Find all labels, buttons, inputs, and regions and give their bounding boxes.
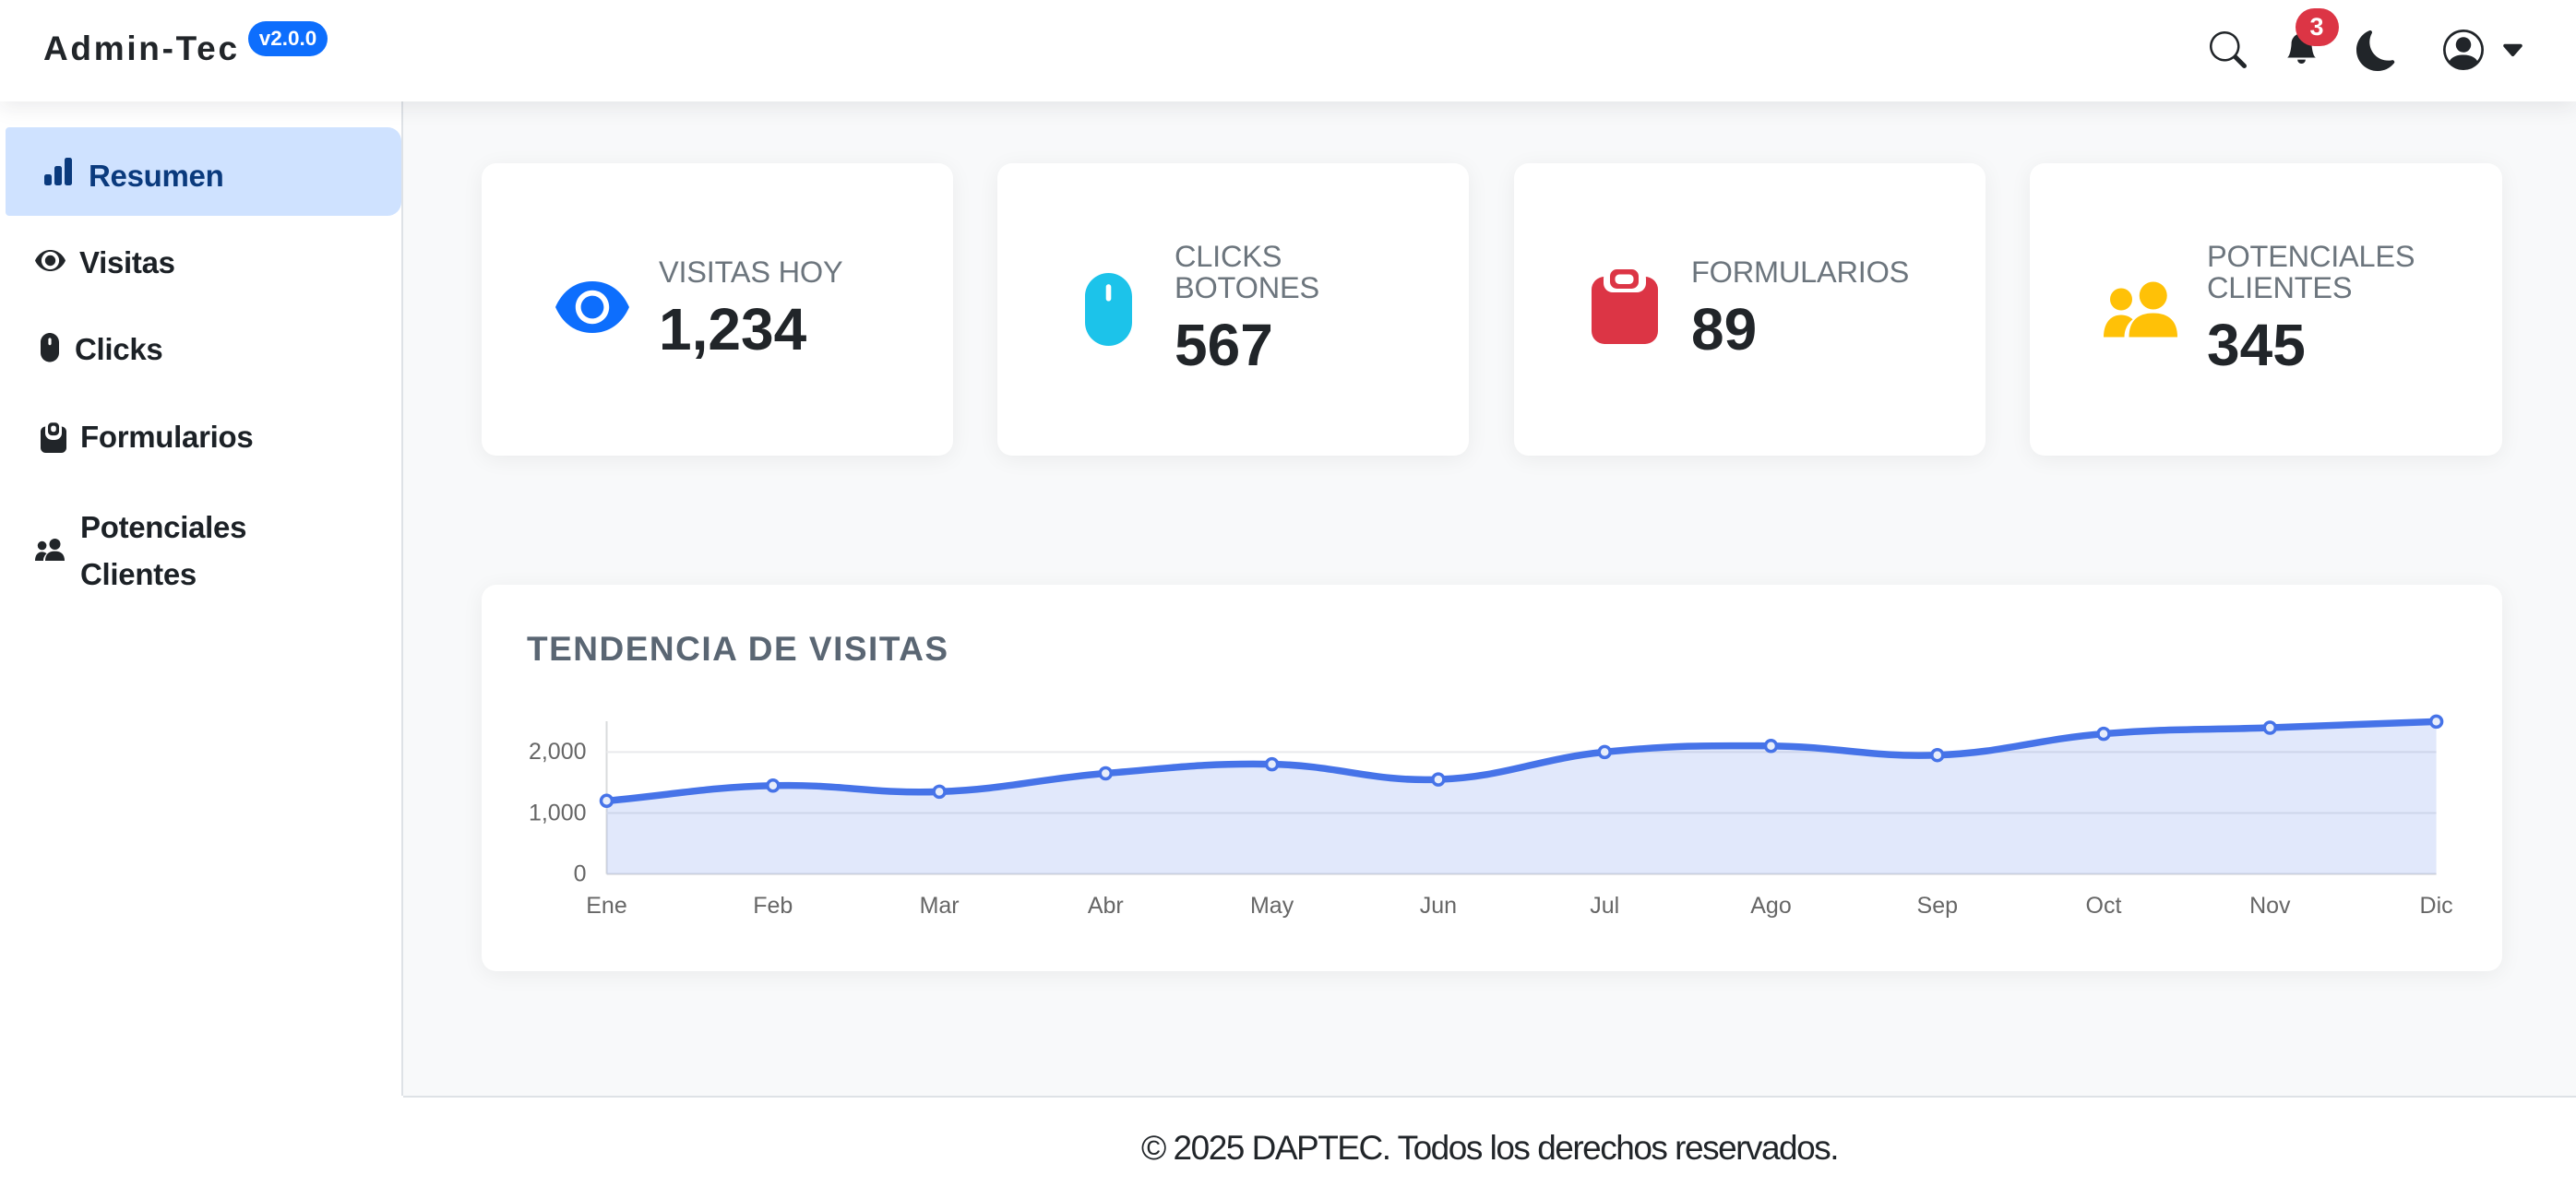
svg-text:Jul: Jul: [1590, 893, 1619, 919]
svg-text:Jun: Jun: [1420, 893, 1457, 919]
svg-text:Oct: Oct: [2086, 893, 2122, 919]
svg-text:Dic: Dic: [2420, 893, 2453, 919]
svg-text:Sep: Sep: [1917, 893, 1958, 919]
svg-text:2,000: 2,000: [529, 739, 587, 765]
svg-text:May: May: [1250, 893, 1294, 919]
svg-text:Nov: Nov: [2249, 893, 2291, 919]
svg-text:0: 0: [574, 861, 587, 887]
svg-text:Abr: Abr: [1088, 893, 1124, 919]
svg-text:Ago: Ago: [1750, 893, 1791, 919]
svg-text:Ene: Ene: [586, 893, 626, 919]
svg-text:1,000: 1,000: [529, 801, 587, 826]
svg-text:Feb: Feb: [753, 893, 793, 919]
svg-text:Mar: Mar: [920, 893, 960, 919]
